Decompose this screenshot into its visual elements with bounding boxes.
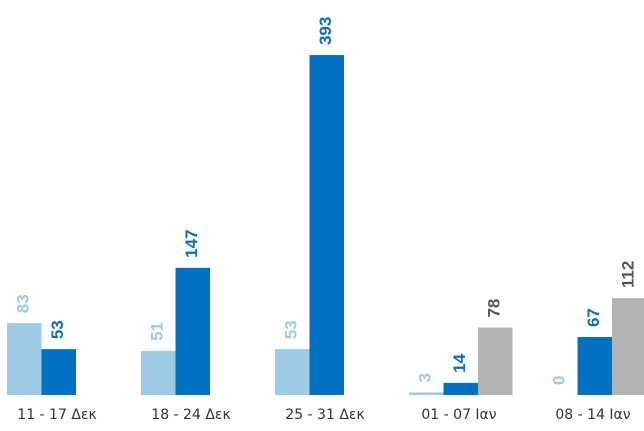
- data-label: 78: [485, 299, 504, 318]
- bar: [141, 350, 176, 395]
- x-tick-label: 11 - 17 Δεκ: [17, 407, 96, 423]
- x-tick-label: 01 - 07 Ιαν: [421, 407, 496, 423]
- bar: [612, 298, 644, 395]
- data-label: 51: [148, 322, 167, 341]
- data-label: 53: [282, 320, 301, 339]
- bar: [7, 323, 42, 395]
- data-label: 393: [316, 17, 335, 45]
- data-label: 3: [416, 373, 435, 382]
- bar: [443, 382, 478, 395]
- data-label: 67: [584, 308, 603, 327]
- data-label: 0: [550, 376, 569, 385]
- bar: [577, 337, 612, 395]
- bar: [478, 327, 513, 395]
- bar: [41, 349, 76, 395]
- x-tick-label: 08 - 14 Ιαν: [555, 407, 630, 423]
- data-label: 14: [450, 353, 469, 372]
- data-label: 83: [14, 294, 33, 313]
- x-tick-label: 18 - 24 Δεκ: [151, 407, 230, 423]
- bar: [409, 392, 444, 395]
- bar: [309, 55, 344, 396]
- data-label: 53: [48, 320, 67, 339]
- x-tick-label: 25 - 31 Δεκ: [285, 407, 364, 423]
- data-label: 147: [182, 229, 201, 257]
- bar: [175, 267, 210, 395]
- data-label: 112: [619, 261, 638, 288]
- bar: [275, 349, 310, 395]
